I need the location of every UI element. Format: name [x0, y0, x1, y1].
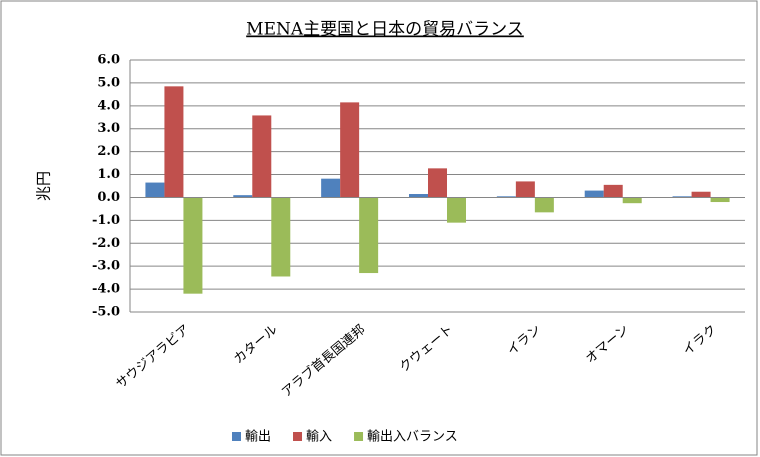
- bar: [496, 196, 516, 198]
- y-tick-label: -5.0: [92, 305, 120, 320]
- legend-label: 輸入: [306, 430, 332, 445]
- y-tick-label: -1.0: [92, 213, 120, 228]
- y-tick-label: 6.0: [97, 53, 120, 68]
- bar: [145, 182, 165, 198]
- y-tick-label: 2.0: [97, 144, 120, 159]
- bar: [515, 181, 535, 198]
- bar: [409, 194, 428, 198]
- bar: [672, 196, 692, 198]
- bar: [584, 190, 604, 198]
- bar: [710, 197, 730, 203]
- bar: [233, 195, 253, 198]
- chart-title: MENA主要国と日本の貿易バランス: [246, 20, 524, 40]
- bar: [534, 197, 554, 213]
- bar: [691, 191, 711, 198]
- legend-swatch: [232, 432, 241, 441]
- y-tick-label: 5.0: [97, 75, 120, 90]
- legend-swatch: [354, 432, 364, 441]
- bar: [252, 115, 272, 198]
- bar: [271, 197, 291, 277]
- bar: [321, 178, 341, 198]
- y-tick-label: 1.0: [97, 167, 120, 182]
- y-tick-label: 4.0: [97, 98, 120, 113]
- bar: [164, 86, 184, 198]
- y-tick-label: -4.0: [92, 282, 120, 297]
- legend-label: 輸出: [245, 430, 271, 445]
- bar: [359, 197, 379, 274]
- y-tick-label: -3.0: [92, 259, 120, 274]
- bar: [428, 168, 447, 198]
- legend-label: 輸出入バランス: [367, 430, 458, 445]
- bar: [622, 197, 642, 204]
- y-tick-label: -2.0: [92, 236, 120, 251]
- y-axis-label: 兆円: [35, 171, 53, 201]
- bar: [183, 197, 203, 294]
- bar: [447, 197, 466, 223]
- legend-swatch: [293, 432, 303, 441]
- bar: [340, 102, 360, 198]
- y-tick-label: 0.0: [97, 190, 120, 205]
- bar: [603, 184, 623, 198]
- y-tick-label: 3.0: [97, 121, 120, 136]
